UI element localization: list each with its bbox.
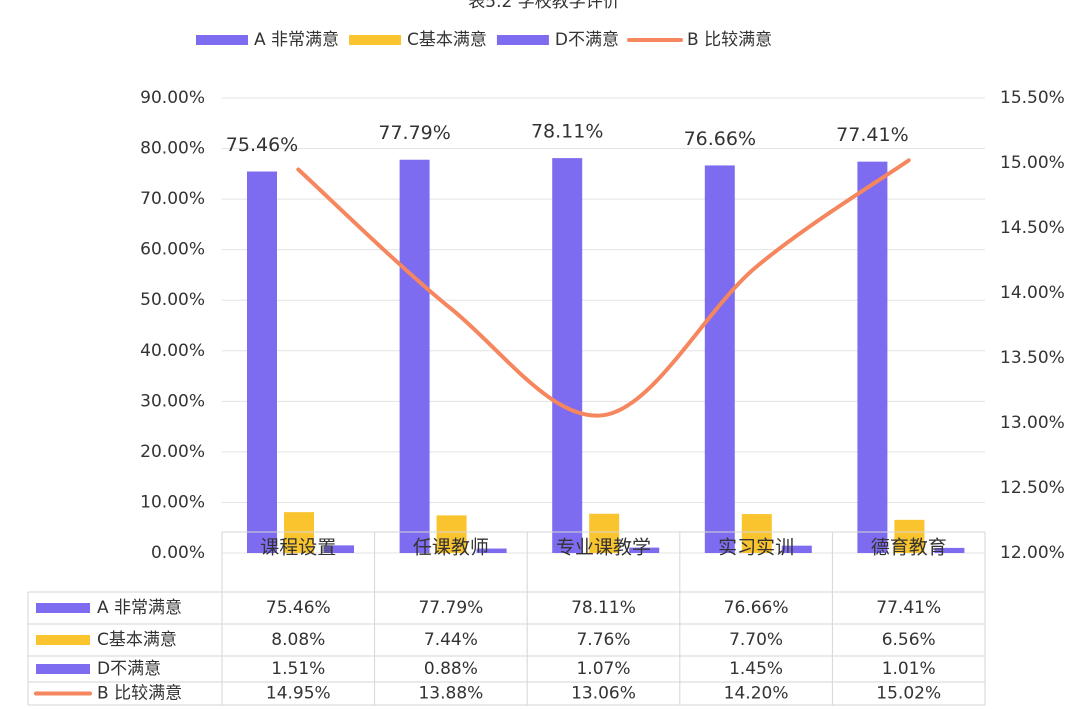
y-tick-label: 40.00% [140, 341, 205, 361]
y2-tick-label: 14.00% [1000, 283, 1065, 303]
y2-tick-label: 12.50% [1000, 478, 1065, 498]
category-label: 任课教师 [413, 537, 489, 559]
data-label: 77.41% [836, 124, 908, 146]
y2-tick-label: 13.00% [1000, 413, 1065, 433]
y-tick-label: 80.00% [140, 139, 205, 159]
bar [399, 159, 430, 553]
data-label: 75.46% [226, 134, 298, 156]
table-series-name: C基本满意 [97, 630, 177, 650]
legend-label: B 比较满意 [687, 30, 772, 50]
table-cell: 78.11% [571, 598, 636, 618]
table-series-name: D不满意 [97, 659, 161, 679]
table-cell: 7.70% [729, 630, 783, 650]
legend-label: A 非常满意 [254, 30, 339, 50]
table-cell: 13.06% [571, 684, 636, 704]
table-cell: 1.51% [271, 659, 325, 679]
table-cell: 8.08% [271, 630, 325, 650]
bar [629, 547, 660, 553]
y2-tick-label: 13.50% [1000, 348, 1065, 368]
table-cell: 7.44% [424, 630, 478, 650]
bar [552, 158, 583, 554]
data-label: 76.66% [684, 128, 756, 150]
table-swatch [36, 603, 90, 613]
bar [781, 545, 812, 553]
bar [894, 519, 925, 553]
table-cell: 1.07% [576, 659, 630, 679]
y-tick-label: 90.00% [140, 88, 205, 108]
bar [934, 547, 965, 553]
y2-tick-label: 15.00% [1000, 153, 1065, 173]
table-cell: 6.56% [882, 630, 936, 650]
chart-title: 表5.2 学校教学评价 [468, 0, 619, 12]
y2-tick-label: 15.50% [1000, 88, 1065, 108]
table-cell: 13.88% [418, 684, 483, 704]
table-cell: 14.95% [266, 684, 331, 704]
line [296, 158, 911, 418]
table-cell: 75.46% [266, 598, 331, 618]
table-series-name: B 比较满意 [97, 684, 182, 704]
bar [704, 165, 735, 554]
y-tick-label: 20.00% [140, 442, 205, 462]
legend-label: D不满意 [555, 30, 619, 50]
y-tick-label: 70.00% [140, 189, 205, 209]
bar [741, 514, 772, 553]
table-cell: 76.66% [724, 598, 789, 618]
legend-swatch [349, 35, 402, 45]
table-cell: 1.01% [882, 659, 936, 679]
bar [476, 548, 507, 553]
y2-tick-label: 14.50% [1000, 218, 1065, 238]
bar [324, 545, 354, 553]
bar [284, 512, 314, 553]
category-label: 课程设置 [260, 537, 336, 559]
table-cell: 77.41% [876, 598, 941, 618]
table-cell: 1.45% [729, 659, 783, 679]
category-label: 实习实训 [718, 537, 794, 559]
data-label: 77.79% [378, 122, 450, 144]
y-tick-label: 60.00% [140, 240, 205, 260]
legend-swatch [196, 35, 248, 45]
table-cell: 14.20% [724, 684, 789, 704]
table-cell: 77.79% [418, 598, 483, 618]
category-label: 专业课教学 [556, 537, 651, 559]
table-cell: 0.88% [424, 659, 478, 679]
bar [857, 161, 888, 553]
y-tick-label: 50.00% [140, 290, 205, 310]
y2-tick-label: 12.00% [1000, 543, 1065, 563]
data-label: 78.11% [531, 121, 603, 143]
category-label: 德育教育 [871, 537, 947, 559]
table-swatch [36, 635, 90, 645]
table-swatch [36, 664, 90, 674]
bar [436, 515, 467, 553]
legend-label: C基本满意 [407, 30, 487, 50]
y-tick-label: 0.00% [151, 543, 205, 563]
table-cell: 15.02% [876, 684, 941, 704]
y-tick-label: 10.00% [140, 492, 205, 512]
bar [589, 513, 620, 553]
table-series-name: A 非常满意 [97, 598, 182, 618]
y-tick-label: 30.00% [140, 391, 205, 411]
legend-swatch [496, 35, 549, 45]
table-cell: 7.76% [576, 630, 630, 650]
bar [247, 171, 277, 553]
